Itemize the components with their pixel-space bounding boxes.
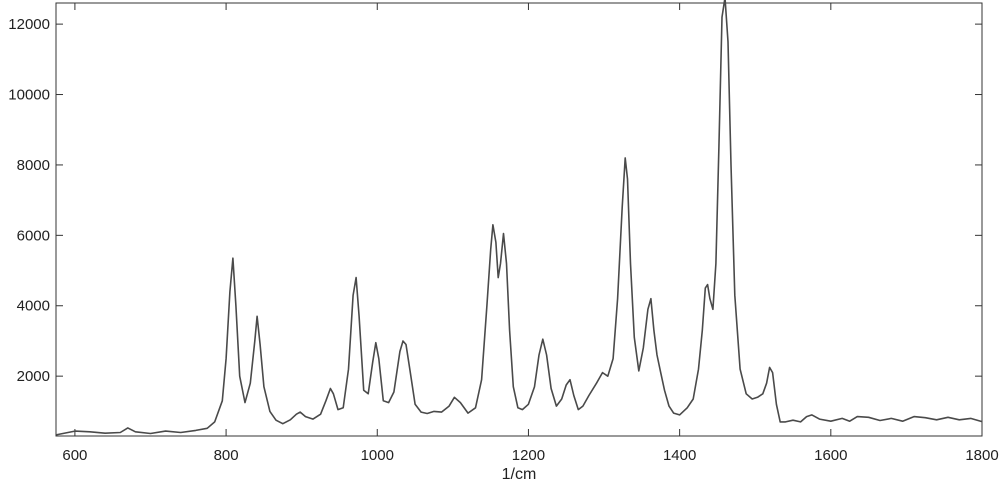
x-axis-label: 1/cm xyxy=(502,466,537,483)
plot-frame xyxy=(55,2,983,437)
y-tick-label: 6000 xyxy=(17,227,50,244)
x-tick-label: 600 xyxy=(62,447,87,464)
x-tick-label: 800 xyxy=(214,447,239,464)
y-tick-label: 2000 xyxy=(17,368,50,385)
y-tick-label: 12000 xyxy=(8,16,50,33)
x-tick-label: 1400 xyxy=(663,447,696,464)
y-tick-label: 4000 xyxy=(17,298,50,315)
axis-ticks xyxy=(56,3,983,436)
x-tick-label: 1800 xyxy=(965,447,998,464)
spectrum-series-line xyxy=(55,0,983,436)
y-tick-label: 8000 xyxy=(17,157,50,174)
x-tick-label: 1600 xyxy=(814,447,847,464)
x-tick-label: 1200 xyxy=(512,447,545,464)
x-tick-label: 1000 xyxy=(361,447,394,464)
y-tick-label: 10000 xyxy=(8,87,50,104)
axis-tick-labels: 600 800 1000 1200 1400 1600 1800 2000 4000 6000 80… xyxy=(8,16,998,464)
